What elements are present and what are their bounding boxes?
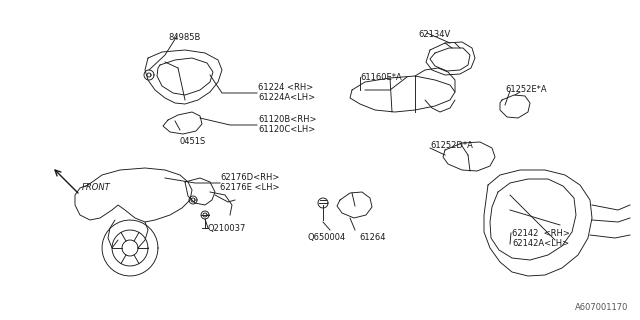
Text: 62142A<LH>: 62142A<LH> <box>512 238 569 247</box>
Text: 61120C<LH>: 61120C<LH> <box>258 125 316 134</box>
Text: 62142  <RH>: 62142 <RH> <box>512 228 570 237</box>
Text: 61252D*A: 61252D*A <box>430 140 473 149</box>
Text: 84985B: 84985B <box>168 33 200 42</box>
Text: Q650004: Q650004 <box>308 233 346 242</box>
Text: 61252E*A: 61252E*A <box>505 85 547 94</box>
Text: A607001170: A607001170 <box>575 303 628 312</box>
Text: 61160E*A: 61160E*A <box>360 73 402 82</box>
Text: 61120B<RH>: 61120B<RH> <box>258 116 317 124</box>
Text: 62176E <LH>: 62176E <LH> <box>220 183 280 193</box>
Text: 62176D<RH>: 62176D<RH> <box>220 173 280 182</box>
Text: 61224A<LH>: 61224A<LH> <box>258 93 315 102</box>
Text: Q210037: Q210037 <box>208 223 246 233</box>
Text: FRONT: FRONT <box>82 183 111 192</box>
Text: 61264: 61264 <box>360 233 387 242</box>
Text: 61224 <RH>: 61224 <RH> <box>258 84 313 92</box>
Text: 0451S: 0451S <box>180 137 206 146</box>
Text: 62134V: 62134V <box>418 30 451 39</box>
